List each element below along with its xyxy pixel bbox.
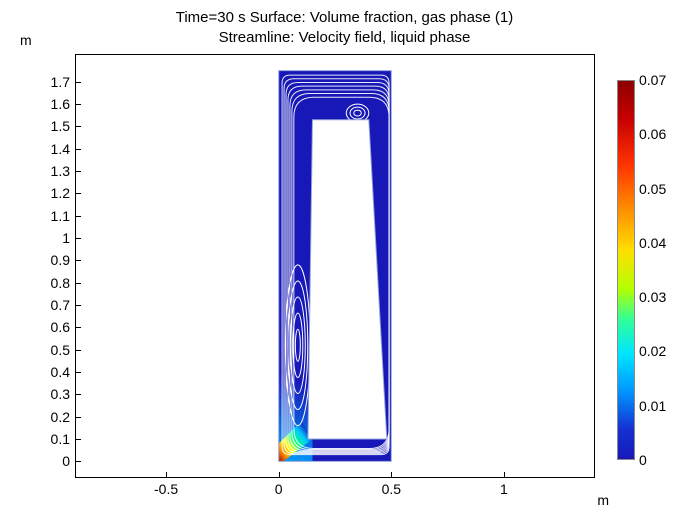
colorbar-tick-label: 0.03	[639, 289, 666, 305]
y-tick-mark	[76, 149, 81, 150]
y-tick-mark	[76, 327, 81, 328]
x-tick-mark	[279, 472, 280, 477]
y-tick-mark	[76, 283, 81, 284]
y-tick-label: 0.7	[51, 297, 70, 313]
x-tick-label: 0.5	[382, 481, 401, 497]
title-line-2: Streamline: Velocity field, liquid phase	[0, 28, 689, 48]
figure: Time=30 s Surface: Volume fraction, gas …	[0, 0, 689, 512]
y-tick-mark	[76, 394, 81, 395]
y-tick-mark	[76, 417, 81, 418]
y-tick-label: 1.1	[51, 208, 70, 224]
y-tick-label: 1.2	[51, 185, 70, 201]
y-tick-mark	[76, 372, 81, 373]
plot-area: 00.10.20.30.40.50.60.70.80.911.11.21.31.…	[75, 54, 595, 478]
y-tick-label: 0.3	[51, 386, 70, 402]
x-tick-mark	[166, 472, 167, 477]
y-tick-mark	[76, 350, 81, 351]
y-tick-mark	[76, 171, 81, 172]
y-tick-mark	[76, 305, 81, 306]
colorbar-tick-label: 0.05	[639, 181, 666, 197]
y-tick-mark	[76, 461, 81, 462]
x-tick-mark	[391, 472, 392, 477]
x-axis-unit: m	[597, 492, 609, 508]
y-tick-mark	[76, 238, 81, 239]
y-tick-mark	[76, 82, 81, 83]
x-tick-label: -0.5	[154, 481, 178, 497]
y-tick-mark	[76, 126, 81, 127]
x-tick-label: 1	[500, 481, 508, 497]
y-tick-label: 1.3	[51, 163, 70, 179]
y-tick-label: 1.6	[51, 96, 70, 112]
y-tick-label: 0.6	[51, 319, 70, 335]
colorbar-tick-label: 0.06	[639, 126, 666, 142]
y-tick-label: 0.8	[51, 275, 70, 291]
title-line-1: Time=30 s Surface: Volume fraction, gas …	[0, 8, 689, 28]
y-tick-mark	[76, 216, 81, 217]
simulation-surface	[76, 55, 594, 477]
y-tick-label: 0.5	[51, 342, 70, 358]
colorbar-tick-label: 0.07	[639, 72, 666, 88]
colorbar: 00.010.020.030.040.050.060.07	[617, 80, 635, 460]
y-tick-label: 0.4	[51, 364, 70, 380]
y-tick-mark	[76, 260, 81, 261]
colorbar-gradient	[617, 80, 635, 460]
colorbar-tick-label: 0	[639, 452, 647, 468]
y-tick-mark	[76, 439, 81, 440]
y-tick-label: 1	[62, 230, 70, 246]
title-block: Time=30 s Surface: Volume fraction, gas …	[0, 8, 689, 47]
y-tick-label: 1.7	[51, 74, 70, 90]
colorbar-tick-label: 0.04	[639, 235, 666, 251]
y-axis-unit: m	[20, 32, 32, 48]
y-tick-label: 1.5	[51, 118, 70, 134]
x-tick-label: 0	[275, 481, 283, 497]
y-tick-label: 0	[62, 453, 70, 469]
x-tick-mark	[504, 472, 505, 477]
y-tick-label: 1.4	[51, 141, 70, 157]
colorbar-tick-label: 0.01	[639, 398, 666, 414]
y-tick-label: 0.2	[51, 409, 70, 425]
y-tick-mark	[76, 193, 81, 194]
colorbar-tick-label: 0.02	[639, 343, 666, 359]
y-tick-label: 0.1	[51, 431, 70, 447]
y-tick-mark	[76, 104, 81, 105]
y-tick-label: 0.9	[51, 252, 70, 268]
